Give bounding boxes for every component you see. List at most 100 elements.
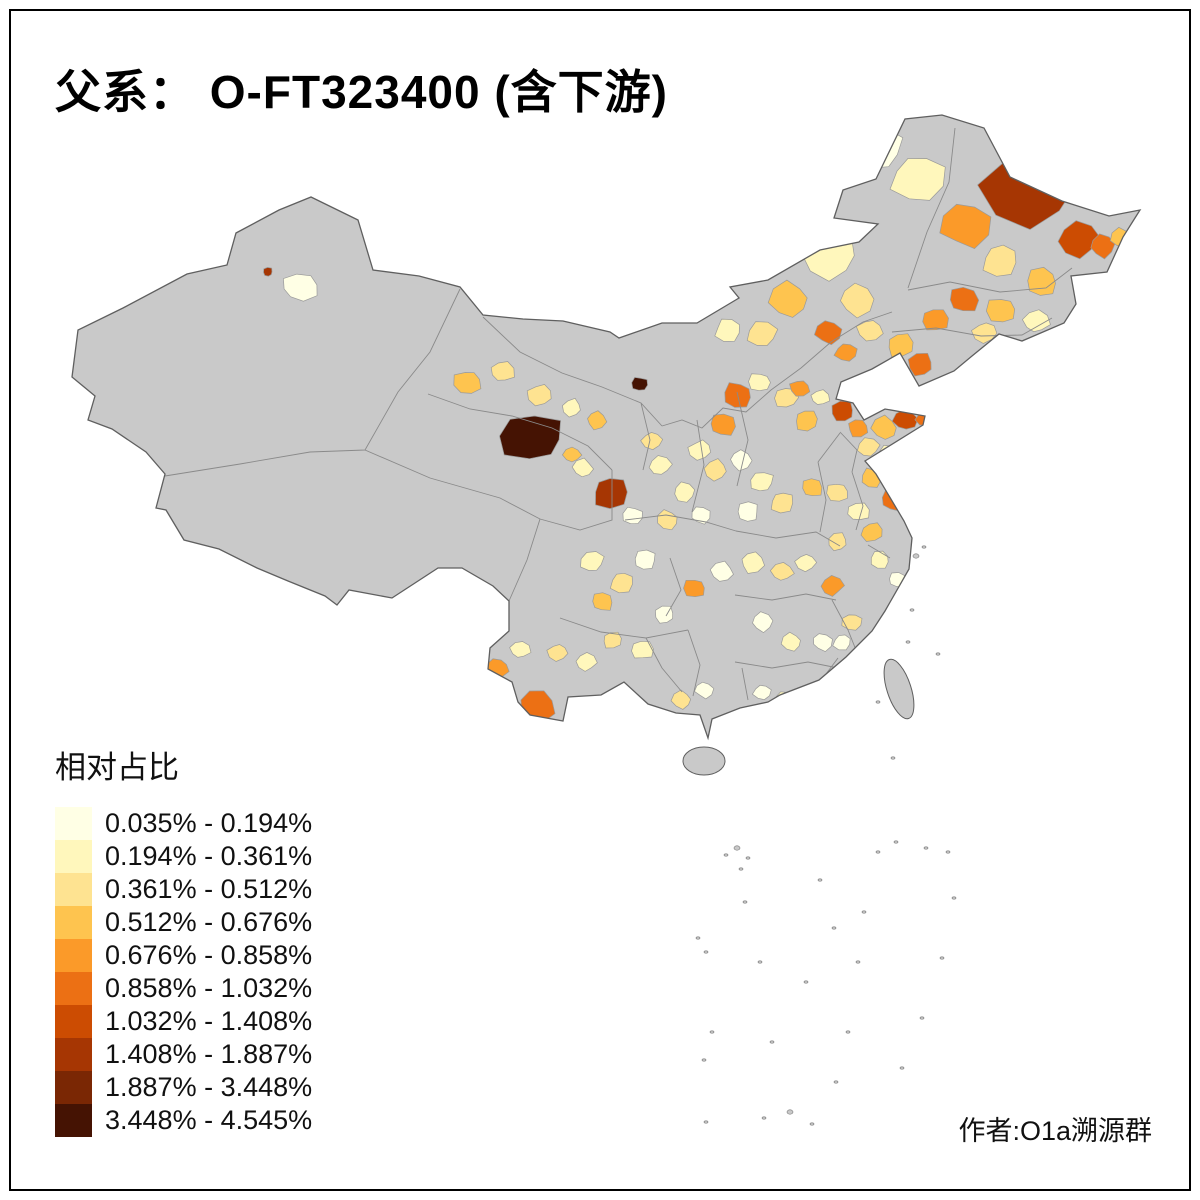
legend: 相对占比 0.035% - 0.194% 0.194% - 0.361% 0.361… xyxy=(55,742,312,1137)
islet xyxy=(923,846,929,850)
map-region xyxy=(889,158,946,201)
map-region xyxy=(509,641,532,658)
map-region xyxy=(860,522,883,542)
islet xyxy=(833,1080,839,1084)
islet xyxy=(945,850,951,854)
map-region xyxy=(683,579,705,598)
map-region xyxy=(562,397,581,418)
map-region xyxy=(889,374,913,395)
islet xyxy=(786,1109,794,1115)
map-region xyxy=(631,377,648,391)
map-region xyxy=(655,605,674,624)
legend-title: 相对占比 xyxy=(55,750,179,785)
map-region xyxy=(780,631,801,652)
legend-swatch xyxy=(55,873,92,906)
legend-label: 0.512% - 0.676% xyxy=(105,907,313,937)
map-region xyxy=(949,286,980,312)
legend-label: 1.887% - 3.448% xyxy=(105,1072,313,1102)
map-region xyxy=(856,437,881,457)
islet xyxy=(899,1066,905,1070)
legend-item: 0.194% - 0.361% xyxy=(55,840,312,873)
mainland-nodata-area xyxy=(72,115,1140,738)
legend-swatch xyxy=(55,1038,92,1071)
map-region xyxy=(794,554,818,573)
islet xyxy=(912,553,920,559)
islet xyxy=(817,878,823,882)
map-region xyxy=(1057,220,1102,260)
map-region xyxy=(741,551,766,574)
map-region xyxy=(571,457,595,478)
legend-swatch xyxy=(55,807,92,840)
map-region xyxy=(813,633,833,653)
islet xyxy=(738,867,744,871)
map-region xyxy=(580,551,605,571)
legend-swatch xyxy=(55,1071,92,1104)
south-china-sea-islets xyxy=(695,840,957,1126)
map-region xyxy=(640,432,664,451)
legend-label: 1.032% - 1.408% xyxy=(105,1006,313,1036)
islet xyxy=(909,608,915,612)
map-region xyxy=(939,203,992,250)
map-region xyxy=(283,273,318,302)
map-region xyxy=(491,683,510,702)
islet xyxy=(703,1120,709,1124)
map-region xyxy=(848,419,869,438)
map-region xyxy=(737,501,758,522)
map-region xyxy=(609,572,633,594)
coastal-islets xyxy=(875,545,941,760)
legend-swatch xyxy=(55,1104,92,1137)
map-region xyxy=(603,631,622,649)
islet xyxy=(709,1030,715,1034)
legend-swatch xyxy=(55,972,92,1005)
map-region xyxy=(833,343,858,362)
map-region xyxy=(752,611,774,634)
map-region xyxy=(453,372,482,394)
map-region xyxy=(575,652,598,672)
islet xyxy=(809,1122,815,1126)
legend-item: 0.858% - 1.032% xyxy=(55,972,312,1005)
islet xyxy=(921,545,927,549)
legend-label: 3.448% - 4.545% xyxy=(105,1105,313,1135)
map-region xyxy=(802,478,823,497)
map-region xyxy=(526,384,552,407)
legend-item: 0.361% - 0.512% xyxy=(55,873,312,906)
map-region xyxy=(670,689,692,710)
map-region xyxy=(770,492,794,514)
map-region xyxy=(922,309,949,331)
islet xyxy=(745,856,751,860)
national-outline xyxy=(71,114,1142,741)
map-region xyxy=(813,320,843,346)
province-borders xyxy=(164,127,1073,701)
figure-title: 父系： O-FT323400 (含下游) xyxy=(55,66,668,118)
hainan-island xyxy=(682,746,726,776)
map-region xyxy=(709,560,734,582)
map-region xyxy=(847,502,870,520)
map-region xyxy=(907,352,932,377)
legend-label: 1.408% - 1.887% xyxy=(105,1039,313,1069)
map-region xyxy=(592,592,613,611)
map-region xyxy=(730,449,753,472)
map-region xyxy=(751,684,772,701)
map-region xyxy=(1090,233,1116,260)
islet xyxy=(935,652,941,656)
map-region xyxy=(490,361,515,381)
map-region xyxy=(595,478,628,509)
legend-item: 1.032% - 1.408% xyxy=(55,1005,312,1038)
map-region xyxy=(841,614,863,631)
islet xyxy=(875,700,881,704)
islet xyxy=(875,850,881,854)
islet xyxy=(733,845,741,851)
map-region xyxy=(789,380,811,397)
map-region xyxy=(631,640,654,659)
legend-item: 0.035% - 0.194% xyxy=(55,807,312,840)
map-region xyxy=(1021,309,1051,333)
map-region xyxy=(888,333,914,358)
map-region xyxy=(634,549,656,570)
map-region xyxy=(561,446,583,463)
islet xyxy=(831,926,837,930)
map-region xyxy=(767,279,808,318)
map-region xyxy=(832,634,851,651)
map-region xyxy=(985,299,1016,323)
